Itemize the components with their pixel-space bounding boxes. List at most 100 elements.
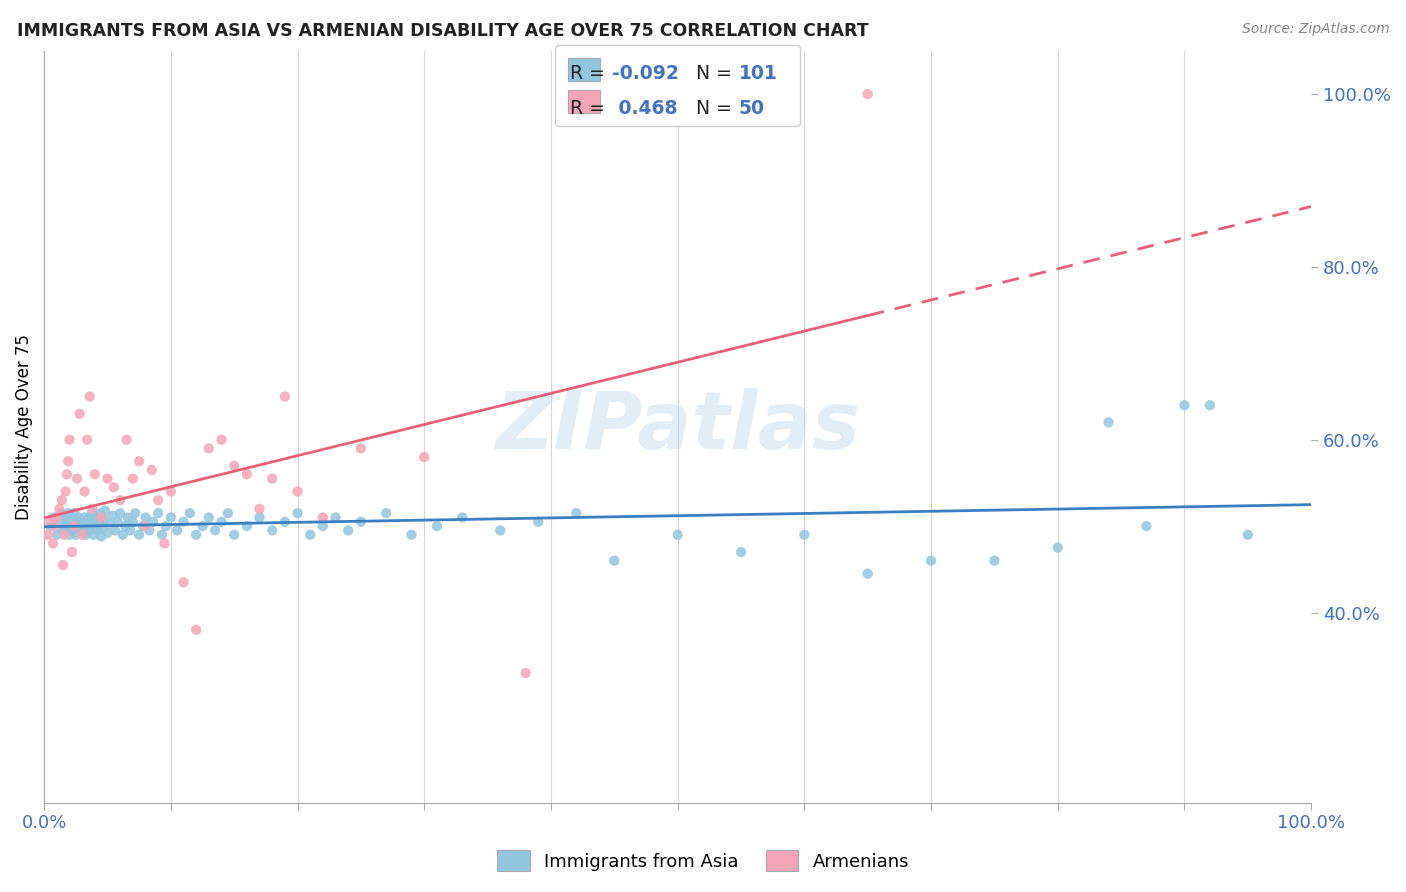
Point: [325, 510, 347, 524]
Point: [60, 524, 83, 538]
Point: [1097, 416, 1119, 430]
Point: [287, 484, 309, 499]
Point: [39, 515, 62, 529]
Point: [451, 510, 474, 524]
Point: [262, 472, 284, 486]
Point: [120, 524, 142, 538]
Text: 50: 50: [738, 99, 765, 118]
Point: [44, 519, 66, 533]
Point: [224, 528, 246, 542]
Point: [983, 554, 1005, 568]
Point: [142, 515, 165, 529]
Point: [1173, 398, 1195, 412]
Point: [375, 506, 398, 520]
Text: R =: R =: [569, 99, 610, 118]
Point: [86, 524, 108, 538]
Point: [83, 467, 105, 482]
Point: [91, 521, 114, 535]
Point: [128, 454, 150, 468]
Point: [96, 526, 118, 541]
Point: [401, 528, 423, 542]
Point: [124, 506, 146, 520]
Point: [103, 480, 125, 494]
Point: [249, 501, 271, 516]
Text: 0.468: 0.468: [612, 99, 678, 118]
Point: [274, 390, 297, 404]
Y-axis label: Disability Age Over 75: Disability Age Over 75: [15, 334, 32, 520]
Point: [52, 558, 75, 572]
Point: [49, 506, 72, 520]
Point: [138, 524, 160, 538]
Point: [191, 519, 214, 533]
Point: [115, 433, 138, 447]
Point: [55, 510, 77, 524]
Point: [159, 510, 181, 524]
Point: [82, 501, 104, 516]
Point: [51, 493, 73, 508]
Point: [53, 519, 76, 533]
Point: [515, 665, 537, 680]
Point: [63, 506, 86, 520]
Point: [98, 517, 121, 532]
Point: [70, 528, 93, 542]
Point: [217, 506, 239, 520]
Point: [56, 506, 79, 520]
Point: [132, 519, 155, 533]
Point: [44, 510, 66, 524]
Point: [1135, 519, 1157, 533]
Point: [204, 524, 226, 538]
Point: [94, 503, 117, 517]
Point: [58, 433, 80, 447]
Point: [134, 510, 156, 524]
Text: Source: ZipAtlas.com: Source: ZipAtlas.com: [1241, 22, 1389, 37]
Point: [224, 458, 246, 473]
Point: [87, 515, 110, 529]
Point: [67, 510, 90, 524]
Point: [96, 472, 118, 486]
Point: [62, 515, 84, 529]
Point: [48, 501, 70, 516]
Point: [198, 442, 221, 456]
Point: [45, 510, 67, 524]
Text: IMMIGRANTS FROM ASIA VS ARMENIAN DISABILITY AGE OVER 75 CORRELATION CHART: IMMIGRANTS FROM ASIA VS ARMENIAN DISABIL…: [17, 22, 869, 40]
Point: [413, 450, 436, 464]
Point: [111, 528, 134, 542]
Text: ZIPatlas: ZIPatlas: [495, 388, 860, 466]
Point: [60, 545, 83, 559]
Point: [489, 524, 512, 538]
Point: [1237, 528, 1260, 542]
Point: [312, 510, 335, 524]
Text: N =: N =: [683, 99, 738, 118]
Point: [70, 524, 93, 538]
Point: [114, 519, 136, 533]
Point: [173, 575, 195, 590]
Point: [262, 524, 284, 538]
Point: [82, 506, 104, 520]
Point: [730, 545, 752, 559]
Point: [79, 390, 101, 404]
Point: [70, 519, 93, 533]
Legend: Immigrants from Asia, Armenians: Immigrants from Asia, Armenians: [489, 843, 917, 879]
Point: [299, 528, 322, 542]
Point: [69, 515, 91, 529]
Point: [287, 506, 309, 520]
Point: [45, 528, 67, 542]
Point: [312, 519, 335, 533]
Point: [72, 515, 94, 529]
Point: [77, 510, 100, 524]
Point: [104, 524, 127, 538]
Point: [42, 536, 65, 550]
Point: [56, 454, 79, 468]
Point: [146, 493, 169, 508]
Point: [856, 566, 879, 581]
Point: [337, 524, 360, 538]
Point: [58, 528, 80, 542]
Point: [59, 510, 82, 524]
Point: [83, 528, 105, 542]
Point: [108, 506, 131, 520]
Point: [107, 515, 129, 529]
Point: [211, 515, 233, 529]
Point: [236, 519, 259, 533]
Point: [565, 506, 588, 520]
Point: [153, 536, 176, 550]
